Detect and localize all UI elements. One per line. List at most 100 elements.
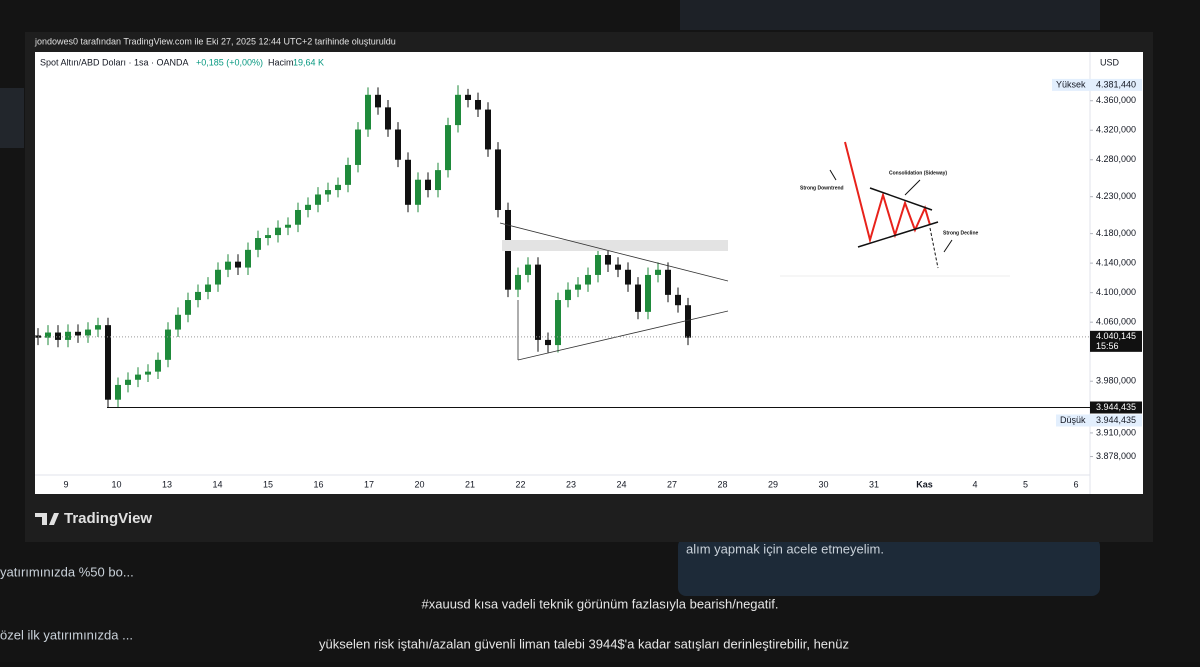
candle-body [595,255,601,275]
y-tick-label: 4.060,000 [1096,317,1136,327]
pattern-line [869,187,933,211]
x-tick-label: Kas [916,479,933,489]
candle-body [685,305,691,338]
candle-body [195,291,201,301]
low-tag-value: 3.944,435 [1096,415,1136,425]
chat-bubble [678,538,1100,596]
candle-body [165,329,171,360]
symbol-label: Spot Altın/ABD Doları · 1sa · OANDA [40,57,189,67]
candle-body [395,129,401,160]
chart-panel [35,52,1143,494]
countdown: 15:56 [1096,341,1119,351]
y-tick-label: 4.230,000 [1096,191,1136,201]
candle-body [465,94,471,100]
candle-body [405,159,411,205]
candle-body [605,255,611,265]
side-text: yatırımınızda %50 bo... [0,564,134,579]
candle-body [175,314,181,330]
candle-body [265,235,271,239]
x-tick-label: 13 [162,479,172,489]
candle-body [515,274,521,290]
candle-body [655,269,661,275]
candle-body [45,332,51,338]
candle-body [315,194,321,205]
x-tick-label: 21 [465,479,475,489]
candle-body [485,109,491,150]
pointer [829,169,837,181]
candle-body [185,300,191,315]
candle-body [345,164,351,185]
y-tick-label: 4.180,000 [1096,228,1136,238]
chat-message: yükselen risk iştahı/azalan güvenli lima… [319,636,849,651]
x-tick-label: 10 [111,479,121,489]
x-tick-label: 22 [515,479,525,489]
x-tick-label: 14 [212,479,222,489]
candle-body [385,107,391,130]
y-tick-label: 3.910,000 [1096,427,1136,437]
side-item [0,88,24,148]
pointer [943,239,953,253]
candle-body [55,332,61,340]
candle-body [365,94,371,130]
candle-body [535,264,541,340]
candle-body [155,359,161,372]
chat-bubble-text: alım yapmak için acele etmeyelim. [686,541,884,556]
snapshot-header: jondowes0 tarafından TradingView.com ile… [34,36,396,46]
preview-bubble [680,0,1100,30]
candle-body [225,261,231,270]
candle-body [95,325,101,330]
x-tick-label: 6 [1073,479,1078,489]
annotation: Strong Decline [943,230,979,236]
candle-body [575,284,581,290]
candle-body [425,179,431,191]
candle-body [555,300,561,346]
x-tick-label: 20 [414,479,424,489]
change-label: +0,185 (+0,00%) [196,57,263,67]
candle-body [455,94,461,126]
candle-body [275,227,281,236]
candle-body [545,339,551,346]
logo-text: TradingView [64,510,152,527]
candle-body [355,129,361,165]
x-tick-label: 17 [364,479,374,489]
x-tick-label: 28 [717,479,727,489]
candle-body [205,284,211,292]
candle-body [635,284,641,312]
chat-message: #xauusd kısa vadeli teknik görünüm fazla… [422,596,779,611]
logo-mark [35,513,59,525]
high-tag: Yüksek [1056,79,1086,89]
x-tick-label: 15 [263,479,273,489]
candle-body [75,331,81,336]
last-price-box [1090,330,1142,352]
pattern-zigzag [844,141,931,244]
candle-body [475,99,481,110]
candle-body [625,269,631,285]
x-tick-label: 4 [972,479,977,489]
y-tick-label: 4.360,000 [1096,95,1136,105]
x-tick-label: 31 [869,479,879,489]
x-tick-label: 16 [313,479,323,489]
high-tag-box [1052,78,1142,91]
y-tick-label: 4.280,000 [1096,154,1136,164]
candle-body [335,184,341,191]
x-tick-label: 30 [818,479,828,489]
last-price-label: 4.040,145 [1096,331,1136,341]
candle-body [85,329,91,336]
pattern-line [857,221,939,248]
candle-body [325,190,331,195]
y-tick-label: 4.100,000 [1096,287,1136,297]
candle-body [305,204,311,210]
x-tick-label: 5 [1023,479,1028,489]
annotation: Strong Downtrend [800,185,844,191]
candle-body [145,371,151,375]
x-tick-label: 23 [566,479,576,489]
zone [502,240,728,251]
x-tick-label: 24 [616,479,626,489]
candle-body [585,274,591,285]
volume-value: 19,64 K [293,57,324,67]
candle-body [415,179,421,205]
candle-body [565,289,571,301]
triangle-upper [499,222,729,282]
low-tag-box [1056,414,1142,427]
